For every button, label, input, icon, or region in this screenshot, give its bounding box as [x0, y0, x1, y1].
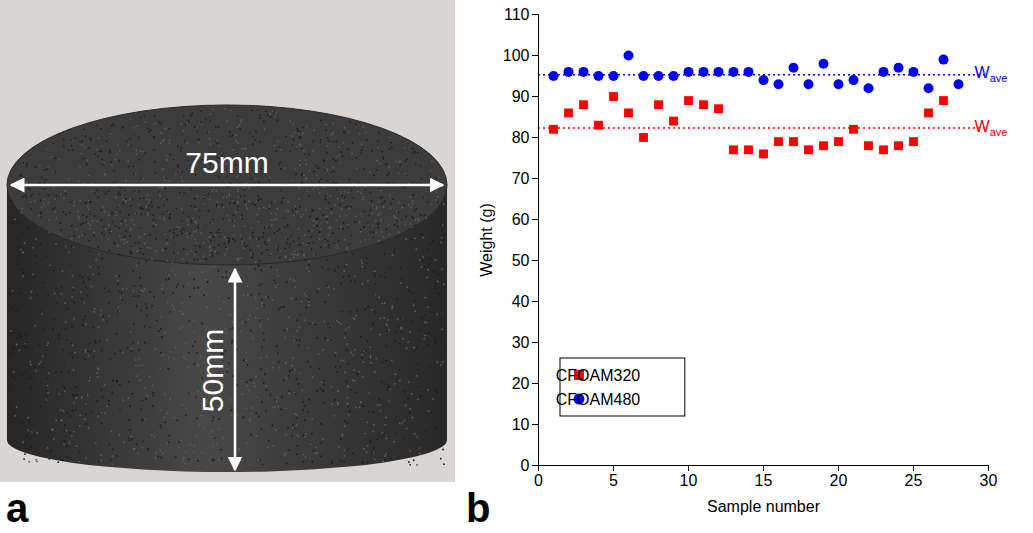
- svg-text:25: 25: [905, 472, 923, 489]
- html-text:a: a: [6, 486, 29, 530]
- svg-text:50: 50: [512, 252, 530, 269]
- svg-text:75mm: 75mm: [185, 146, 268, 179]
- svg-text:60: 60: [512, 211, 530, 228]
- svg-text:Wave: Wave: [975, 118, 1008, 138]
- svg-text:20: 20: [830, 472, 848, 489]
- svg-text:15: 15: [755, 472, 773, 489]
- svg-text:CFOAM320: CFOAM320: [556, 367, 641, 384]
- svg-text:70: 70: [512, 170, 530, 187]
- svg-text:10: 10: [512, 416, 530, 433]
- svg-text:0: 0: [521, 457, 530, 474]
- svg-text:Wave: Wave: [975, 64, 1008, 84]
- svg-text:Weight (g): Weight (g): [478, 203, 495, 277]
- svg-text:Sample number: Sample number: [707, 498, 821, 515]
- svg-text:0: 0: [534, 472, 543, 489]
- svg-text:110: 110: [504, 6, 530, 23]
- svg-text:30: 30: [980, 472, 998, 489]
- svg-text:20: 20: [512, 375, 530, 392]
- html-text:b: b: [466, 486, 491, 530]
- svg-text:80: 80: [512, 129, 530, 146]
- svg-text:90: 90: [512, 88, 530, 105]
- svg-text:30: 30: [512, 334, 530, 351]
- svg-text:40: 40: [512, 293, 530, 310]
- svg-text:50mm: 50mm: [196, 329, 229, 412]
- svg-text:10: 10: [680, 472, 698, 489]
- svg-text:CFOAM480: CFOAM480: [556, 391, 641, 408]
- svg-text:5: 5: [609, 472, 618, 489]
- svg-text:100: 100: [503, 47, 530, 64]
